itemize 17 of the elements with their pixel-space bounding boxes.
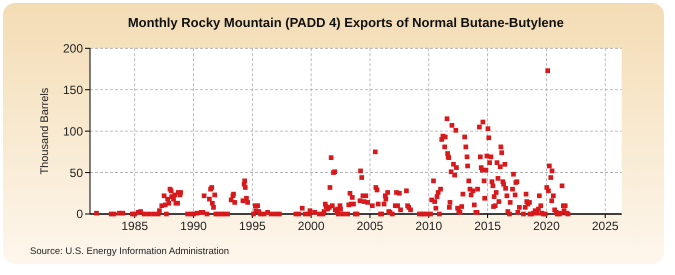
x-tick-label: 2005 <box>356 219 384 233</box>
x-tick-label: 1995 <box>238 219 266 233</box>
x-tick-label: 2020 <box>533 219 560 233</box>
y-tick-label: 50 <box>70 166 84 180</box>
y-axis-title: Thousand Barrels <box>39 87 51 175</box>
x-tick-label: 2000 <box>298 219 325 233</box>
y-tick-label: 100 <box>62 124 84 138</box>
chart-title: Monthly Rocky Mountain (PADD 4) Exports of Normal Butane-Butylene <box>128 15 564 30</box>
x-tick-label: 1990 <box>180 219 208 233</box>
x-tick-label: 1985 <box>121 219 148 233</box>
x-tick-label: 2015 <box>474 219 502 233</box>
x-tick-label: 2010 <box>415 219 442 233</box>
y-tick-label: 0 <box>76 207 84 222</box>
y-tick-label: 150 <box>62 82 84 97</box>
y-tick-label: 200 <box>62 42 84 56</box>
x-tick-label: 2025 <box>592 219 619 233</box>
source-note: Source: U.S. Energy Information Administration <box>30 246 230 257</box>
